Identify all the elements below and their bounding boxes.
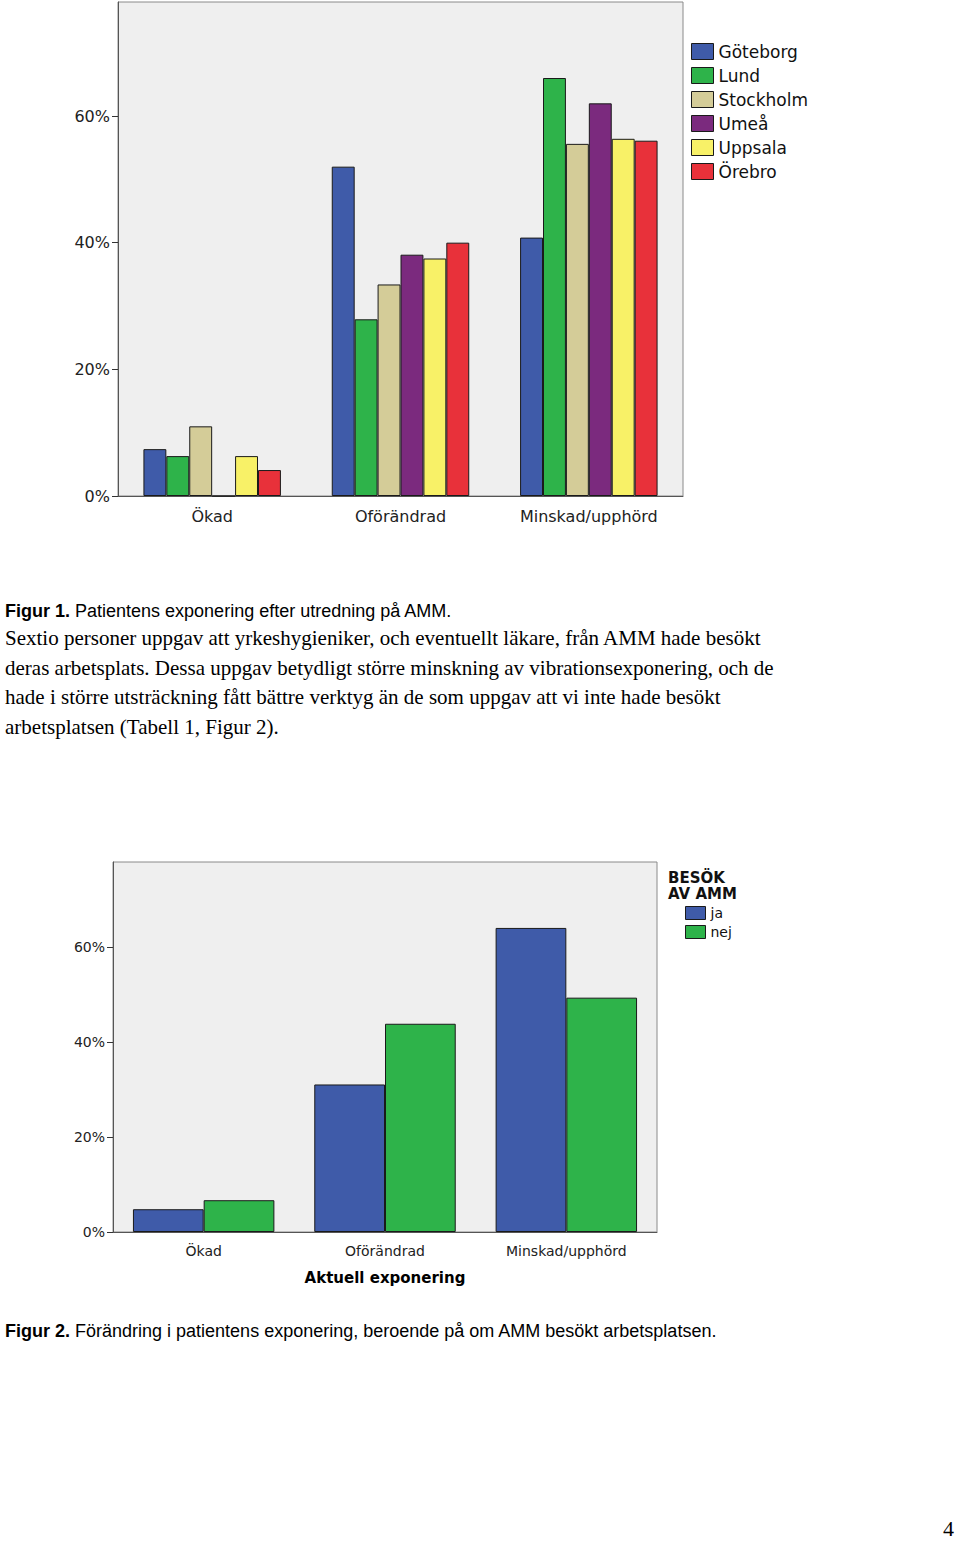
svg-text:Lund: Lund	[719, 66, 761, 86]
svg-text:ja: ja	[710, 905, 723, 921]
svg-text:BESÖK: BESÖK	[668, 869, 731, 887]
html-text:Figur 2. Förändring i patiente: Figur 2. Förändring i patientens exponer…	[5, 1321, 717, 1341]
svg-text:Uppsala: Uppsala	[719, 138, 787, 158]
svg-text:Ökad: Ökad	[185, 1242, 221, 1259]
svg-text:nej: nej	[711, 924, 732, 940]
svg-text:0%: 0%	[83, 1224, 105, 1240]
svg-text:60%: 60%	[74, 107, 110, 126]
html-text:4: 4	[943, 1516, 954, 1541]
svg-text:Umeå: Umeå	[719, 114, 769, 134]
svg-text:20%: 20%	[74, 1129, 105, 1145]
svg-text:Oförändrad: Oförändrad	[355, 507, 446, 526]
svg-text:Ökad: Ökad	[191, 507, 233, 526]
svg-text:60%: 60%	[74, 939, 105, 955]
svg-text:AV AMM: AV AMM	[668, 885, 737, 903]
svg-text:Stockholm: Stockholm	[719, 90, 809, 110]
svg-text:Oförändrad: Oförändrad	[345, 1243, 425, 1259]
svg-text:Aktuell exponering: Aktuell exponering	[305, 1269, 466, 1287]
svg-text:Minskad/upphörd: Minskad/upphörd	[506, 1243, 627, 1259]
html-text:Figur 1. Patientens exponering: Figur 1. Patientens exponering efter utr…	[5, 601, 452, 621]
svg-text:20%: 20%	[74, 360, 110, 379]
svg-text:Örebro: Örebro	[719, 161, 777, 182]
html-text:deras arbetsplats. Dessa uppga: deras arbetsplats. Dessa uppgav betydlig…	[5, 655, 774, 680]
html-text:Sextio personer uppgav att yrk: Sextio personer uppgav att yrkeshygienik…	[5, 626, 761, 650]
svg-text:40%: 40%	[74, 233, 110, 252]
html-text:arbetsplatsen (Tabell 1, Figur: arbetsplatsen (Tabell 1, Figur 2).	[5, 714, 279, 739]
svg-text:40%: 40%	[74, 1034, 105, 1050]
svg-text:Minskad/upphörd: Minskad/upphörd	[520, 507, 658, 526]
svg-text:0%: 0%	[85, 487, 110, 506]
svg-text:Göteborg: Göteborg	[719, 42, 798, 62]
html-text:hade i större utsträckning fåt: hade i större utsträckning fått bättre v…	[5, 685, 721, 709]
